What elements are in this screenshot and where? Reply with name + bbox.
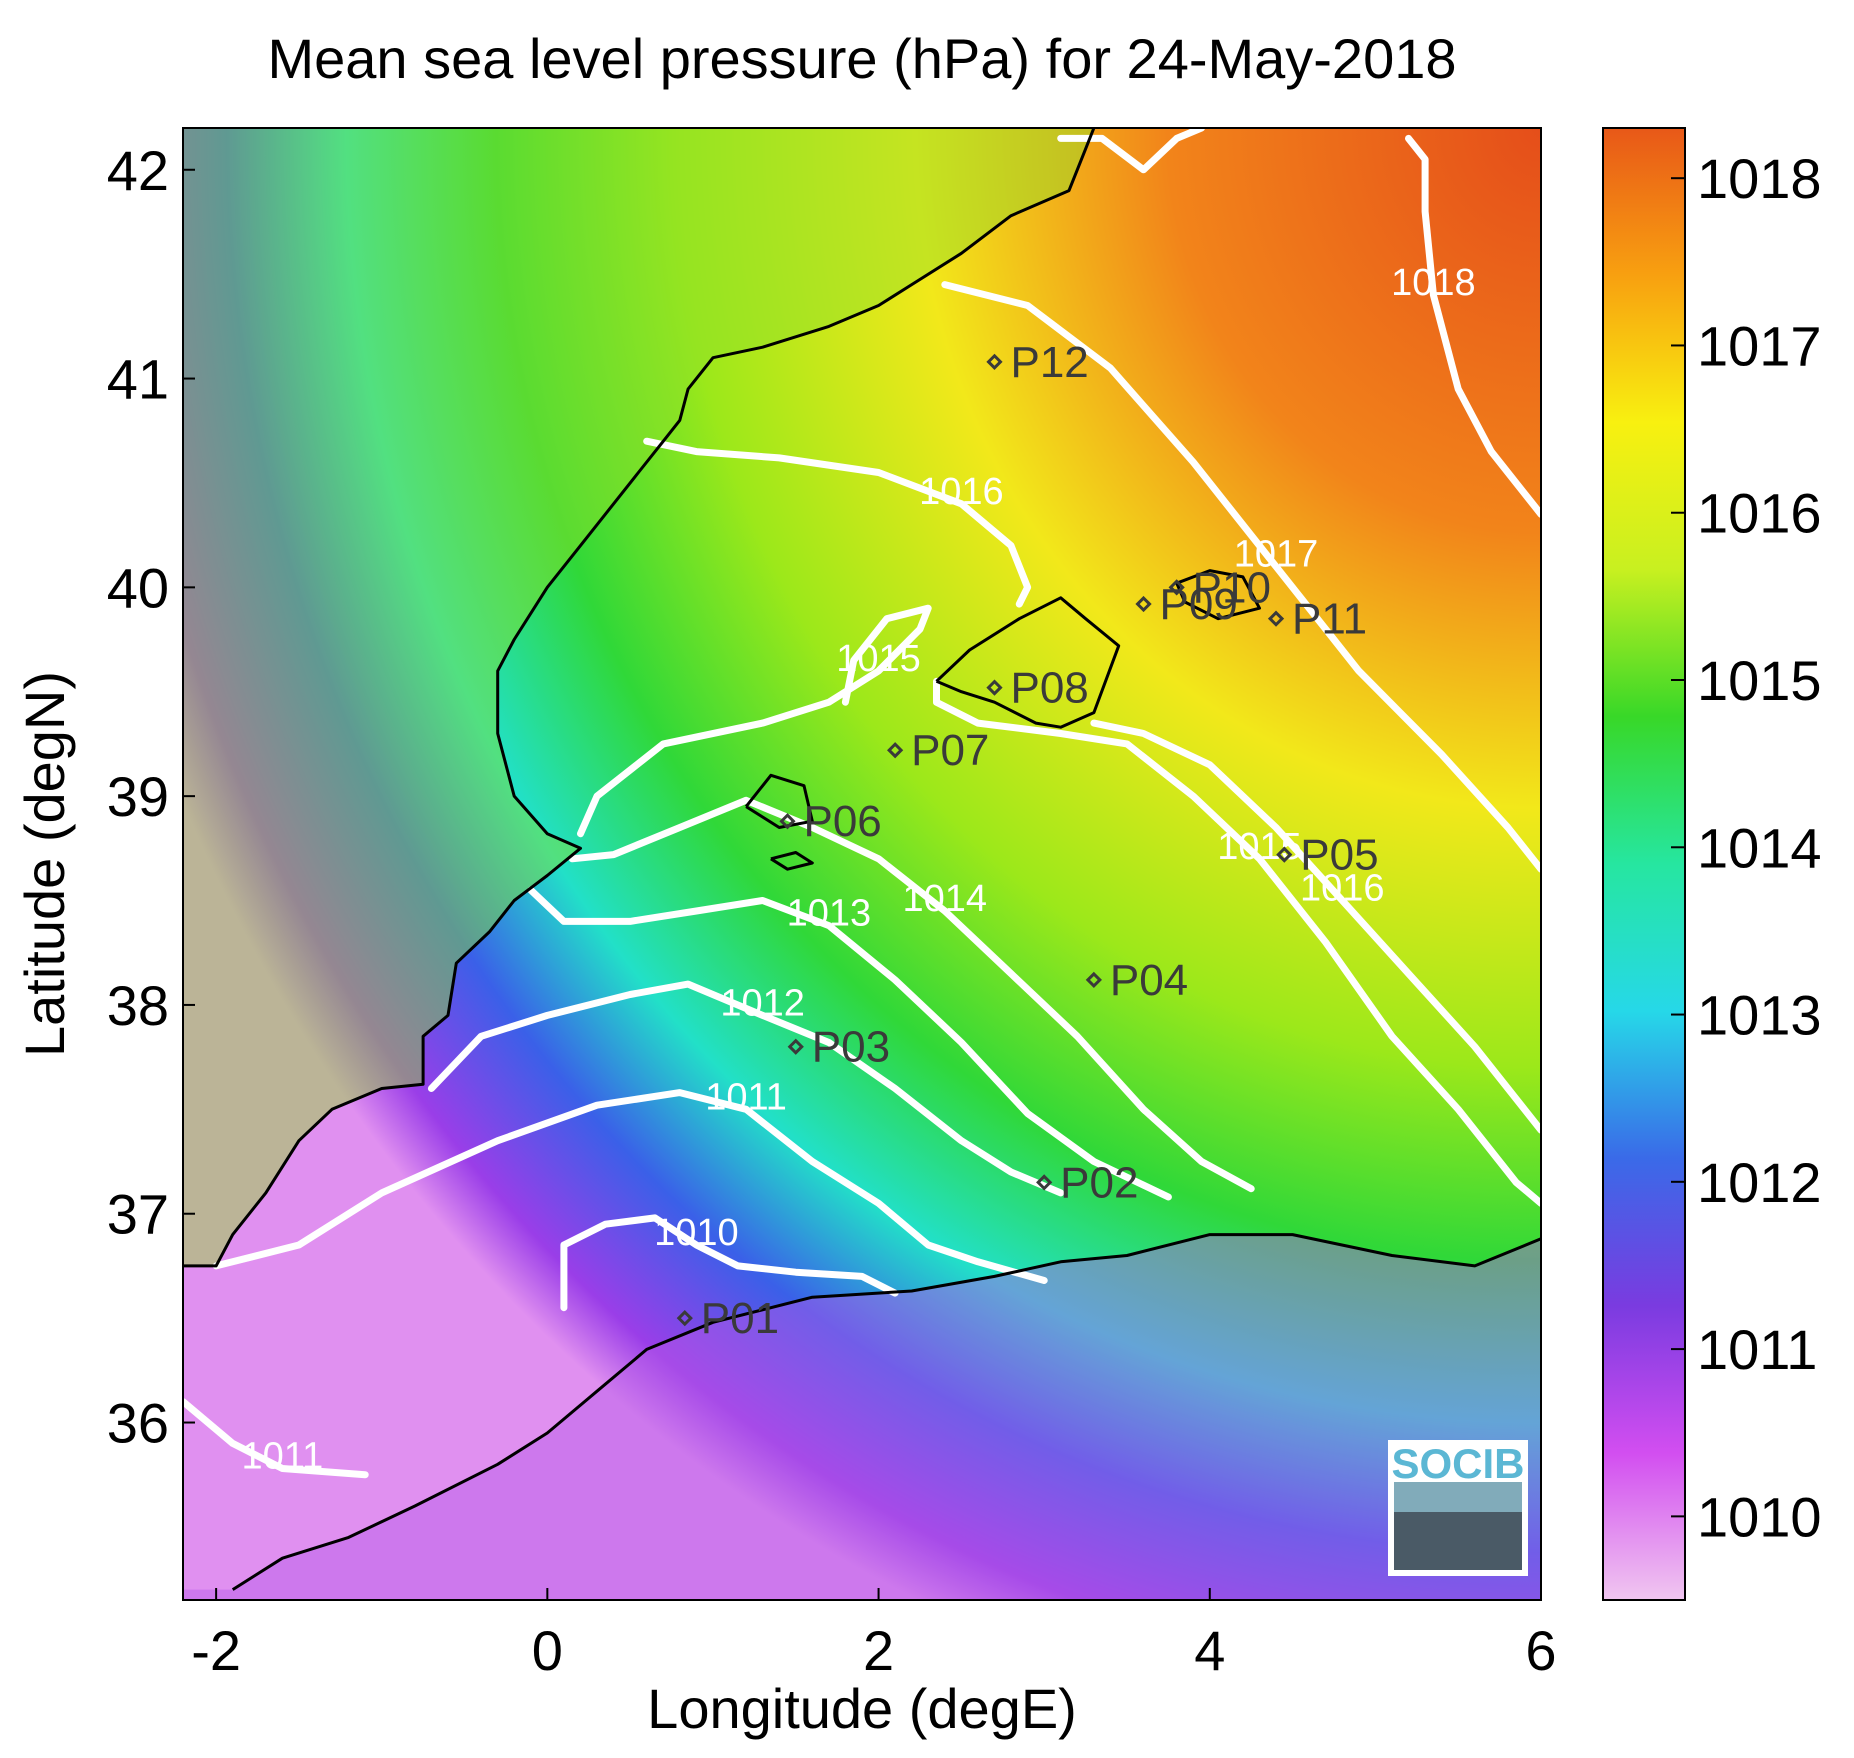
colorbar-ticks: 1010 1011 1012 1013 1014 1015 1016 1017 1018 xyxy=(1671,147,1822,1548)
plot-frame xyxy=(182,127,1542,1601)
x-axis: -2 0 2 4 6 xyxy=(191,1588,1557,1682)
socib-logo: SOCIB xyxy=(1388,1440,1528,1576)
station-label-p07: P07 xyxy=(911,726,989,775)
iberia-land xyxy=(183,128,1094,1266)
y-tick-label: 42 xyxy=(107,139,169,202)
africa-land xyxy=(183,1234,1541,1600)
station-marker-p03 xyxy=(787,1038,804,1055)
land-overlay xyxy=(183,128,1541,1600)
isobar-1018 xyxy=(1405,134,1541,518)
station-marker-p08 xyxy=(986,679,1003,696)
isobar-1012 xyxy=(427,980,1065,1197)
colorbar-tick-label: 1018 xyxy=(1697,147,1822,210)
isobar-1015 xyxy=(577,604,932,838)
y-tick-label: 40 xyxy=(107,556,169,619)
colorbar-tick-label: 1016 xyxy=(1697,482,1822,545)
isobar-1011 xyxy=(212,1089,1048,1284)
colorbar-scale xyxy=(1602,127,1686,1601)
isobar-label: 1015 xyxy=(1217,826,1302,868)
isobar-1011 xyxy=(183,1398,369,1479)
isobar-label: 1013 xyxy=(787,893,872,935)
isobar-label: 1011 xyxy=(242,1435,324,1477)
station-label-p11: P11 xyxy=(1292,595,1367,644)
station-marker-p02 xyxy=(1036,1174,1053,1191)
station-label-p03: P03 xyxy=(812,1023,890,1072)
colorbar-tick-label: 1010 xyxy=(1697,1485,1822,1548)
isobar-label: 1016 xyxy=(1300,868,1385,910)
y-tick-label: 39 xyxy=(107,765,169,828)
isobar-1013 xyxy=(527,886,1172,1201)
x-tick-label: 6 xyxy=(1525,1619,1556,1682)
y-tick-label: 41 xyxy=(107,348,169,411)
station-label-p04: P04 xyxy=(1110,956,1188,1005)
colorbar-tick-label: 1014 xyxy=(1697,816,1822,879)
isobar-label: 1016 xyxy=(919,471,1004,513)
isobar-1016 xyxy=(643,437,1032,608)
station-marker-p12 xyxy=(986,353,1003,370)
y-tick-label: 36 xyxy=(107,1392,169,1455)
y-tick-label: 38 xyxy=(107,974,169,1037)
station-label-p12: P12 xyxy=(1010,338,1088,387)
logo-text: SOCIB xyxy=(1391,1440,1524,1487)
pressure-field xyxy=(183,128,1541,1600)
mallorca-coastline xyxy=(935,596,1121,729)
formentera-coastline xyxy=(770,851,814,871)
isobar-label: 1010 xyxy=(654,1212,739,1254)
x-tick-label: 0 xyxy=(532,1619,563,1682)
isobar-label: 1015 xyxy=(836,638,921,680)
isobar-label: 1018 xyxy=(1391,262,1476,304)
colorbar-tick-label: 1012 xyxy=(1697,1151,1822,1214)
station-marker-p04 xyxy=(1085,971,1102,989)
isobar-1017 xyxy=(941,281,1541,873)
station-label-p08: P08 xyxy=(1010,664,1088,713)
iberian-coast-coastline xyxy=(183,128,1096,1268)
station-marker-p11 xyxy=(1267,610,1285,627)
colorbar-tick-label: 1015 xyxy=(1697,649,1822,712)
y-axis-title: Latitude (degN) xyxy=(13,671,76,1057)
y-axis: 36 37 38 39 40 41 42 xyxy=(107,139,195,1455)
isobar-label: 1012 xyxy=(720,982,805,1024)
station-marker-p09 xyxy=(1135,595,1152,613)
station-label-p10: P10 xyxy=(1193,563,1271,612)
colorbar-tick-label: 1013 xyxy=(1697,984,1822,1047)
station-label-p05: P05 xyxy=(1300,831,1378,880)
isobar-1014 xyxy=(568,796,1255,1193)
x-tick-label: 4 xyxy=(1194,1619,1225,1682)
x-tick-label: 2 xyxy=(863,1619,894,1682)
x-axis-title: Longitude (degE) xyxy=(647,1677,1077,1740)
colorbar-tick-label: 1017 xyxy=(1697,314,1822,377)
coastlines xyxy=(183,128,1541,1591)
isobar-label: 1014 xyxy=(903,878,988,920)
ibiza-coastline xyxy=(744,773,814,829)
station-label-p06: P06 xyxy=(803,797,881,846)
menorca-coastline xyxy=(1175,569,1261,621)
station-label-p01: P01 xyxy=(701,1294,779,1343)
isobar-label: 1017 xyxy=(1234,533,1319,575)
station-marker-p01 xyxy=(676,1310,693,1327)
isobar-1010 xyxy=(560,1214,899,1312)
chart-title: Mean sea level pressure (hPa) for 24-May… xyxy=(267,27,1456,90)
station-marker-p10 xyxy=(1168,579,1185,596)
station-marker-p06 xyxy=(779,813,796,830)
y-tick-label: 37 xyxy=(107,1183,169,1246)
x-tick-label: -2 xyxy=(191,1619,241,1682)
station-marker-p07 xyxy=(887,742,904,759)
colorbar: 1010 1011 1012 1013 1014 1015 1016 1017 1018 xyxy=(1602,127,1822,1601)
station-marker-p05 xyxy=(1276,846,1293,863)
isobar-1015 xyxy=(933,677,1541,1207)
colorbar-tick-label: 1011 xyxy=(1697,1318,1817,1381)
isobar-1016 xyxy=(1090,719,1541,1134)
african-coast-coastline xyxy=(231,1233,1541,1591)
station-label-p02: P02 xyxy=(1060,1158,1138,1207)
isobar-label: 1011 xyxy=(705,1076,787,1118)
